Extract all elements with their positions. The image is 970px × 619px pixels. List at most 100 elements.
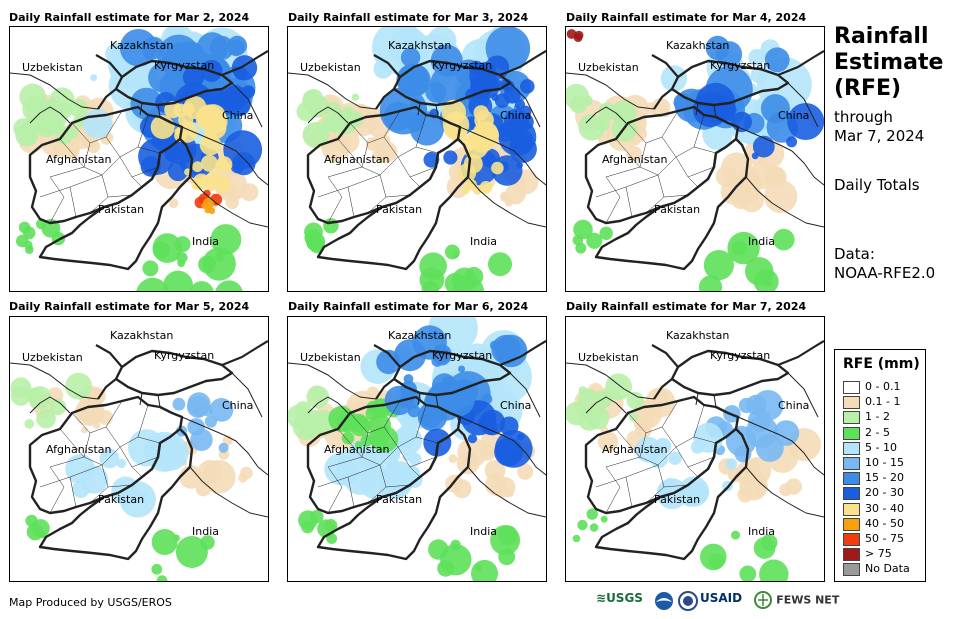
legend-label: No Data <box>865 562 910 576</box>
legend-swatch <box>843 441 860 455</box>
map-credit: Map Produced by USGS/EROS <box>9 596 172 609</box>
title-line: Rainfall <box>834 24 929 49</box>
country-label-pakistan: Pakistan <box>376 203 423 216</box>
rainfall-layer <box>288 317 546 581</box>
legend-label: 30 - 40 <box>865 501 904 515</box>
country-label-afghanistan: Afghanistan <box>602 153 668 166</box>
legend-label: 0.1 - 1 <box>865 395 901 409</box>
country-label-kazakhstan: Kazakhstan <box>666 329 730 342</box>
legend-label: 20 - 30 <box>865 486 904 500</box>
rainfall-map: Kazakhstan Uzbekistan Kyrgyzstan China Afgha… <box>9 26 269 292</box>
kyrgyzstan-border <box>670 59 790 107</box>
daily-totals-label: Daily Totals <box>834 176 920 194</box>
legend-swatch <box>843 381 860 394</box>
legend-label: 5 - 10 <box>865 440 897 454</box>
legend-swatch <box>843 533 860 546</box>
legend-label: 10 - 15 <box>865 456 904 469</box>
kyrgyzstan-border <box>670 349 790 397</box>
legend-swatch <box>843 472 860 486</box>
legend-title: RFE (mm) <box>843 356 920 372</box>
figure-title: Rainfall Estimate (RFE) <box>834 24 943 102</box>
country-label-china: China <box>222 399 254 412</box>
country-label-kyrgyzstan: Kyrgyzstan <box>154 349 215 362</box>
legend-label: 50 - 75 <box>865 532 904 545</box>
country-label-pakistan: Pakistan <box>98 203 145 216</box>
legend-swatch <box>843 457 860 470</box>
legend-swatch <box>843 411 860 425</box>
country-label-uzbekistan: Uzbekistan <box>578 351 639 364</box>
country-label-uzbekistan: Uzbekistan <box>300 351 361 364</box>
legend-swatch <box>843 548 860 562</box>
kyrgyzstan-border <box>392 349 512 397</box>
panel-title: Daily Rainfall estimate for Mar 5, 2024 <box>9 300 250 313</box>
dhs-logo <box>678 591 698 614</box>
pakistan-border <box>38 427 194 561</box>
rainfall-layer <box>288 27 546 291</box>
country-label-china: China <box>778 109 810 122</box>
country-label-kyrgyzstan: Kyrgyzstan <box>710 59 771 72</box>
legend-swatch <box>843 396 860 410</box>
country-label-china: China <box>500 109 532 122</box>
kyrgyzstan-border <box>114 349 234 397</box>
country-label-kazakhstan: Kazakhstan <box>388 329 452 342</box>
country-label-india: India <box>748 235 775 248</box>
panel-title: Daily Rainfall estimate for Mar 4, 2024 <box>566 11 807 24</box>
country-label-india: India <box>470 525 497 538</box>
country-label-afghanistan: Afghanistan <box>602 443 668 456</box>
through-label: through <box>834 108 893 126</box>
usgs-waves-icon: ≋ <box>596 591 607 605</box>
noaa-emblem-icon <box>655 592 673 610</box>
partner-logos: ≋USGS USAID FEWS NET <box>596 591 839 614</box>
legend-swatch <box>843 502 860 516</box>
rainfall-map: Kazakhstan Uzbekistan Kyrgyzstan China Afgha… <box>565 316 825 582</box>
country-label-afghanistan: Afghanistan <box>46 443 112 456</box>
rainfall-layer <box>566 340 824 581</box>
data-label: Data: <box>834 245 875 263</box>
country-label-india: India <box>748 525 775 538</box>
panel-title: Daily Rainfall estimate for Mar 7, 2024 <box>566 300 807 313</box>
kyrgyzstan-border <box>114 59 234 107</box>
noaa-logo <box>654 591 674 614</box>
rainfall-layer <box>566 29 824 291</box>
country-label-china: China <box>222 109 254 122</box>
country-label-pakistan: Pakistan <box>376 493 423 506</box>
country-label-afghanistan: Afghanistan <box>324 153 390 166</box>
country-label-kyrgyzstan: Kyrgyzstan <box>432 349 493 362</box>
country-label-kyrgyzstan: Kyrgyzstan <box>432 59 493 72</box>
country-label-china: China <box>500 399 532 412</box>
country-label-pakistan: Pakistan <box>654 203 701 216</box>
legend-label: > 75 <box>865 547 892 561</box>
globe-icon <box>754 591 772 609</box>
pakistan-border <box>316 137 472 271</box>
country-label-afghanistan: Afghanistan <box>46 153 112 166</box>
kyrgyzstan-border <box>392 59 512 107</box>
rainfall-map: Kazakhstan Uzbekistan Kyrgyzstan China Afgha… <box>9 316 269 582</box>
country-label-pakistan: Pakistan <box>98 493 145 506</box>
legend-label: 1 - 2 <box>865 410 890 424</box>
pakistan-border <box>594 137 750 271</box>
usgs-logo: ≋USGS <box>596 591 643 605</box>
pakistan-border <box>316 427 472 561</box>
legend-swatch <box>843 426 860 440</box>
pakistan-border <box>594 427 750 561</box>
legend-label: 15 - 20 <box>865 471 904 485</box>
pakistan-border <box>38 137 194 271</box>
country-label-uzbekistan: Uzbekistan <box>578 61 639 74</box>
country-label-kazakhstan: Kazakhstan <box>388 39 452 52</box>
country-label-china: China <box>778 399 810 412</box>
panel-title: Daily Rainfall estimate for Mar 6, 2024 <box>288 300 529 313</box>
through-date: Mar 7, 2024 <box>834 127 925 145</box>
country-label-kazakhstan: Kazakhstan <box>110 329 174 342</box>
legend-swatch <box>843 487 860 501</box>
seal-icon <box>678 591 698 611</box>
legend-label: 40 - 50 <box>865 516 904 530</box>
rainfall-map: Kazakhstan Uzbekistan Kyrgyzstan China Afgha… <box>287 26 547 292</box>
country-label-india: India <box>470 235 497 248</box>
country-label-india: India <box>192 235 219 248</box>
country-label-kazakhstan: Kazakhstan <box>666 39 730 52</box>
country-label-pakistan: Pakistan <box>654 493 701 506</box>
country-label-uzbekistan: Uzbekistan <box>300 61 361 74</box>
rainfall-map: Kazakhstan Uzbekistan Kyrgyzstan China Afgha… <box>565 26 825 292</box>
panel-title: Daily Rainfall estimate for Mar 2, 2024 <box>9 11 250 24</box>
